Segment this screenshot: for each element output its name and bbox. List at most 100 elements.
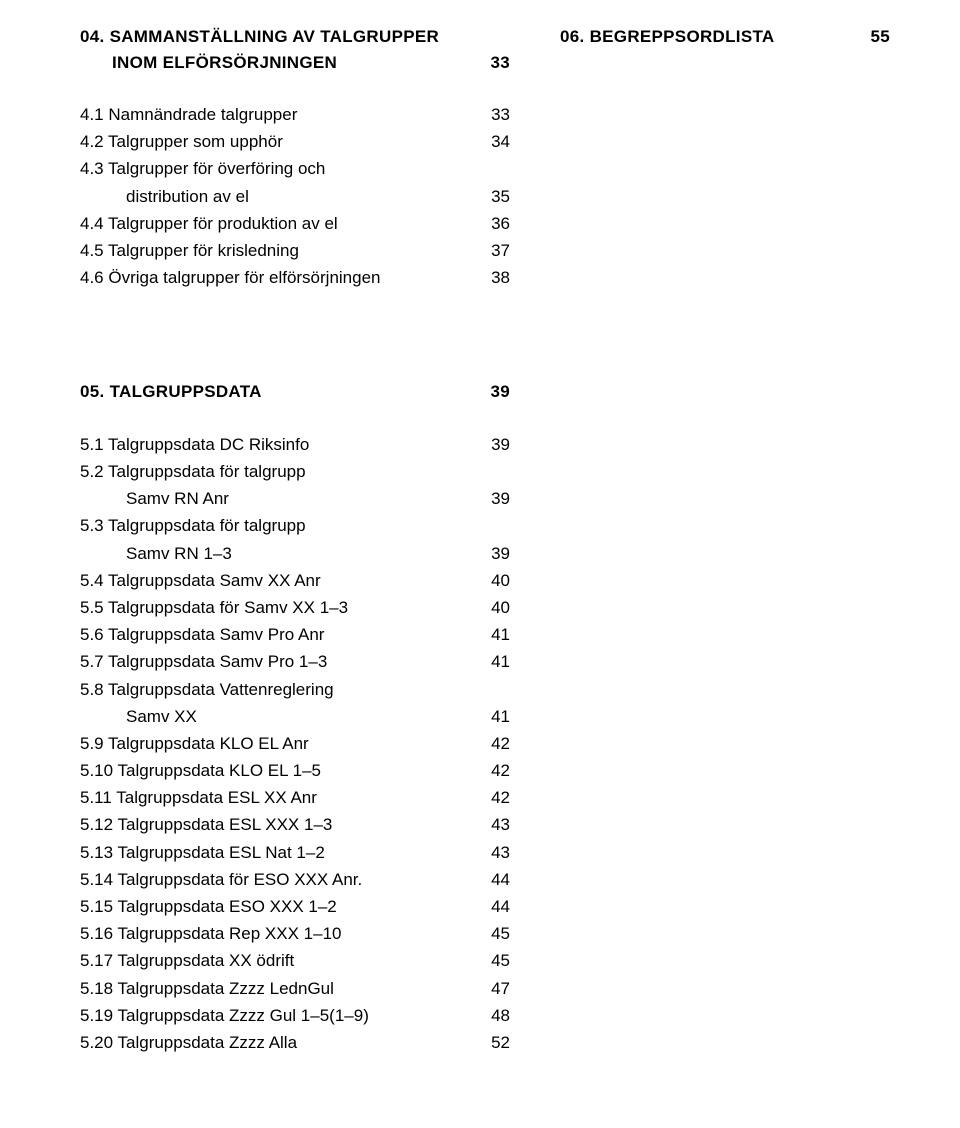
section-05: 05. TALGRUPPSDATA 39 5.1 Talgruppsdata D… <box>80 379 510 1056</box>
toc-page: 39 <box>470 540 510 567</box>
toc-page: 52 <box>470 1029 510 1056</box>
section-05-title: TALGRUPPSDATA <box>110 382 262 401</box>
section-04-num: 04. <box>80 27 105 46</box>
toc-row: 5.14 Talgruppsdata för ESO XXX Anr.44 <box>80 866 510 893</box>
toc-label: 5.13 Talgruppsdata ESL Nat 1–2 <box>80 839 470 866</box>
toc-row: 4.2 Talgrupper som upphör34 <box>80 128 510 155</box>
toc-page: 44 <box>470 866 510 893</box>
toc-row: 5.10 Talgruppsdata KLO EL 1–542 <box>80 757 510 784</box>
toc-row: Samv XX41 <box>80 703 510 730</box>
section-05-header: 05. TALGRUPPSDATA 39 <box>80 379 510 405</box>
toc-row: 5.8 Talgruppsdata Vattenreglering <box>80 676 510 703</box>
toc-label: 5.15 Talgruppsdata ESO XXX 1–2 <box>80 893 470 920</box>
toc-row: Samv RN Anr39 <box>80 485 510 512</box>
toc-label: 4.2 Talgrupper som upphör <box>80 128 470 155</box>
toc-label: 5.4 Talgruppsdata Samv XX Anr <box>80 567 470 594</box>
toc-label: 5.2 Talgruppsdata för talgrupp <box>80 458 470 485</box>
toc-page: 43 <box>470 811 510 838</box>
section-04-title-line1: SAMMANSTÄLLNING AV TALGRUPPER <box>110 27 439 46</box>
toc-label: 4.3 Talgrupper för överföring och <box>80 155 470 182</box>
toc-label: 5.9 Talgruppsdata KLO EL Anr <box>80 730 470 757</box>
toc-label: 5.20 Talgruppsdata Zzzz Alla <box>80 1029 470 1056</box>
toc-row: 5.11 Talgruppsdata ESL XX Anr42 <box>80 784 510 811</box>
toc-page: 45 <box>470 920 510 947</box>
toc-page: 35 <box>470 183 510 210</box>
toc-row: 5.13 Talgruppsdata ESL Nat 1–243 <box>80 839 510 866</box>
toc-row: 5.18 Talgruppsdata Zzzz LednGul47 <box>80 975 510 1002</box>
section-04-page: 33 <box>490 50 510 76</box>
toc-page: 45 <box>470 947 510 974</box>
toc-page: 39 <box>470 431 510 458</box>
toc-label: 4.5 Talgrupper för krisledning <box>80 237 470 264</box>
section-05-num: 05. <box>80 382 105 401</box>
toc-page: 39 <box>470 485 510 512</box>
toc-label: Samv RN 1–3 <box>80 540 470 567</box>
toc-page: 33 <box>470 101 510 128</box>
left-column: 04. SAMMANSTÄLLNING AV TALGRUPPER INOM E… <box>80 24 510 1128</box>
toc-page: 40 <box>470 567 510 594</box>
section-05-page: 39 <box>470 379 510 405</box>
toc-row: 5.16 Talgruppsdata Rep XXX 1–1045 <box>80 920 510 947</box>
toc-row: 5.5 Talgruppsdata för Samv XX 1–340 <box>80 594 510 621</box>
toc-row: 5.19 Talgruppsdata Zzzz Gul 1–5(1–9)48 <box>80 1002 510 1029</box>
toc-label: 5.1 Talgruppsdata DC Riksinfo <box>80 431 470 458</box>
toc-page: 36 <box>470 210 510 237</box>
toc-label: 4.4 Talgrupper för produktion av el <box>80 210 470 237</box>
right-column: 06. BEGREPPSORDLISTA 55 <box>560 24 890 1128</box>
toc-row: 4.6 Övriga talgrupper för elförsörjninge… <box>80 264 510 291</box>
toc-page: 43 <box>470 839 510 866</box>
section-04-title: 04. SAMMANSTÄLLNING AV TALGRUPPER INOM E… <box>80 24 510 75</box>
section-06-page: 55 <box>850 24 890 50</box>
section-06-header: 06. BEGREPPSORDLISTA 55 <box>560 24 890 50</box>
toc-row: 5.2 Talgruppsdata för talgrupp <box>80 458 510 485</box>
section-04: 04. SAMMANSTÄLLNING AV TALGRUPPER INOM E… <box>80 24 510 291</box>
toc-page: 41 <box>470 703 510 730</box>
section-06-title: BEGREPPSORDLISTA <box>590 27 775 46</box>
toc-label: Samv RN Anr <box>80 485 470 512</box>
toc-label: 5.12 Talgruppsdata ESL XXX 1–3 <box>80 811 470 838</box>
toc-page: 44 <box>470 893 510 920</box>
toc-row: distribution av el35 <box>80 183 510 210</box>
toc-page <box>470 458 510 485</box>
toc-label: 5.16 Talgruppsdata Rep XXX 1–10 <box>80 920 470 947</box>
toc-page <box>470 676 510 703</box>
toc-page: 41 <box>470 621 510 648</box>
toc-label: 5.10 Talgruppsdata KLO EL 1–5 <box>80 757 470 784</box>
toc-label: 5.14 Talgruppsdata för ESO XXX Anr. <box>80 866 470 893</box>
toc-row: 4.4 Talgrupper för produktion av el36 <box>80 210 510 237</box>
toc-page: 41 <box>470 648 510 675</box>
toc-page <box>470 512 510 539</box>
toc-page: 47 <box>470 975 510 1002</box>
toc-row: 5.1 Talgruppsdata DC Riksinfo39 <box>80 431 510 458</box>
toc-page: 37 <box>470 237 510 264</box>
toc-page: 48 <box>470 1002 510 1029</box>
section-04-title-line2: INOM ELFÖRSÖRJNINGEN <box>80 50 337 76</box>
toc-label: 5.11 Talgruppsdata ESL XX Anr <box>80 784 470 811</box>
toc-page: 40 <box>470 594 510 621</box>
toc-label: 5.8 Talgruppsdata Vattenreglering <box>80 676 470 703</box>
toc-row: Samv RN 1–339 <box>80 540 510 567</box>
toc-page: 42 <box>470 784 510 811</box>
toc-label: 5.5 Talgruppsdata för Samv XX 1–3 <box>80 594 470 621</box>
toc-row: 4.3 Talgrupper för överföring och <box>80 155 510 182</box>
toc-page: 42 <box>470 730 510 757</box>
toc-row: 5.6 Talgruppsdata Samv Pro Anr41 <box>80 621 510 648</box>
toc-label: Samv XX <box>80 703 470 730</box>
toc-page: 38 <box>470 264 510 291</box>
toc-page: 42 <box>470 757 510 784</box>
toc-row: 5.3 Talgruppsdata för talgrupp <box>80 512 510 539</box>
toc-label: distribution av el <box>80 183 470 210</box>
toc-row: 4.5 Talgrupper för krisledning37 <box>80 237 510 264</box>
toc-page <box>470 155 510 182</box>
section-06-num: 06. <box>560 27 585 46</box>
toc-row: 4.1 Namnändrade talgrupper33 <box>80 101 510 128</box>
toc-label: 4.1 Namnändrade talgrupper <box>80 101 470 128</box>
toc-label: 5.3 Talgruppsdata för talgrupp <box>80 512 470 539</box>
toc-page: 34 <box>470 128 510 155</box>
toc-row: 5.9 Talgruppsdata KLO EL Anr42 <box>80 730 510 757</box>
toc-label: 5.19 Talgruppsdata Zzzz Gul 1–5(1–9) <box>80 1002 470 1029</box>
toc-label: 5.17 Talgruppsdata XX ödrift <box>80 947 470 974</box>
toc-row: 5.12 Talgruppsdata ESL XXX 1–343 <box>80 811 510 838</box>
toc-row: 5.7 Talgruppsdata Samv Pro 1–341 <box>80 648 510 675</box>
toc-label: 4.6 Övriga talgrupper för elförsörjninge… <box>80 264 470 291</box>
